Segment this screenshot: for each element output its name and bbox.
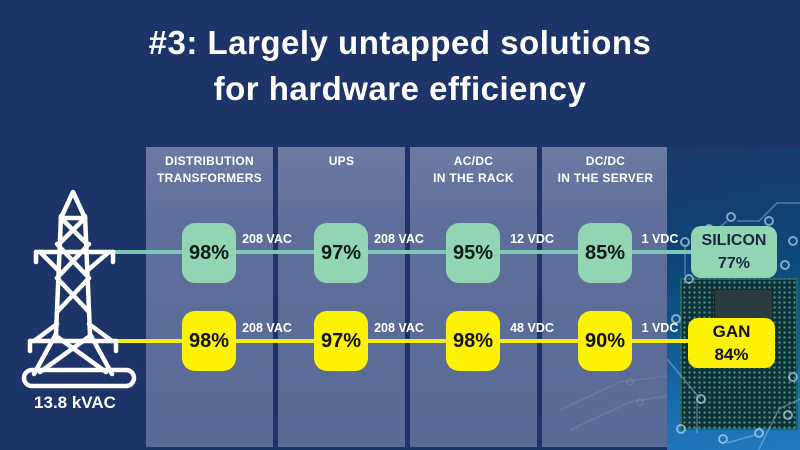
circuit-board-image [667, 147, 800, 450]
column-header-line1: DISTRIBUTION [165, 154, 254, 168]
gan-result-value: 84% [714, 345, 749, 364]
silicon-power-rail [112, 250, 692, 254]
column-header-line1: AC/DC [453, 154, 494, 168]
gan-stage-dcdc-server: 90% [578, 311, 632, 371]
page-title-line1: #3: Largely untapped solutions [148, 24, 652, 61]
gan-link-label-2: 208 VAC [374, 321, 424, 335]
gan-stage-ups: 97% [314, 311, 368, 371]
silicon-stage-dcdc-server: 85% [578, 223, 632, 283]
column-header-distribution-transformers: DISTRIBUTION TRANSFORMERS [146, 153, 273, 187]
source-voltage-label: 13.8 kVAC [34, 393, 116, 412]
silicon-stage-ups: 97% [314, 223, 368, 283]
gan-power-rail [112, 339, 688, 343]
column-header-line1: DC/DC [585, 154, 626, 168]
column-header-line2: IN THE RACK [433, 171, 514, 185]
column-band-acdc-rack [410, 147, 537, 447]
gan-total-efficiency-box: GAN 84% [688, 318, 775, 368]
page-title: #3: Largely untapped solutions for hardw… [0, 20, 800, 112]
column-band-ups [278, 147, 405, 447]
column-band-distribution-transformers [146, 147, 273, 447]
column-band-dcdc-server [542, 147, 669, 447]
silicon-stage-distribution-transformers: 98% [182, 223, 236, 283]
silicon-link-label-2: 208 VAC [374, 232, 424, 246]
faint-traces-art [560, 375, 667, 431]
gan-stage-distribution-transformers: 98% [182, 311, 236, 371]
silicon-link-label-1: 208 VAC [242, 232, 292, 246]
column-header-acdc-rack: AC/DC IN THE RACK [410, 153, 537, 187]
circuit-traces-art [667, 202, 800, 450]
silicon-total-efficiency-box: SILICON 77% [691, 226, 777, 278]
column-header-line2: IN THE SERVER [557, 171, 654, 185]
gan-stage-acdc-rack: 98% [446, 311, 500, 371]
gan-link-label-1: 208 VAC [242, 321, 292, 335]
silicon-link-label-3: 12 VDC [510, 232, 554, 246]
page-title-line2: for hardware efficiency [213, 70, 587, 107]
silicon-result-label: SILICON [701, 232, 767, 249]
silicon-result-value: 77% [717, 255, 751, 272]
column-header-ups: UPS [278, 153, 405, 170]
silicon-stage-acdc-rack: 95% [446, 223, 500, 283]
gan-result-label: GAN [712, 322, 751, 341]
gan-link-label-4: 1 VDC [641, 321, 679, 335]
column-header-line2: TRANSFORMERS [157, 171, 262, 185]
column-header-line1: UPS [328, 154, 355, 168]
transmission-tower-icon [21, 189, 137, 389]
silicon-link-label-4: 1 VDC [641, 232, 679, 246]
column-header-dcdc-server: DC/DC IN THE SERVER [542, 153, 669, 187]
gan-link-label-3: 48 VDC [510, 321, 554, 335]
